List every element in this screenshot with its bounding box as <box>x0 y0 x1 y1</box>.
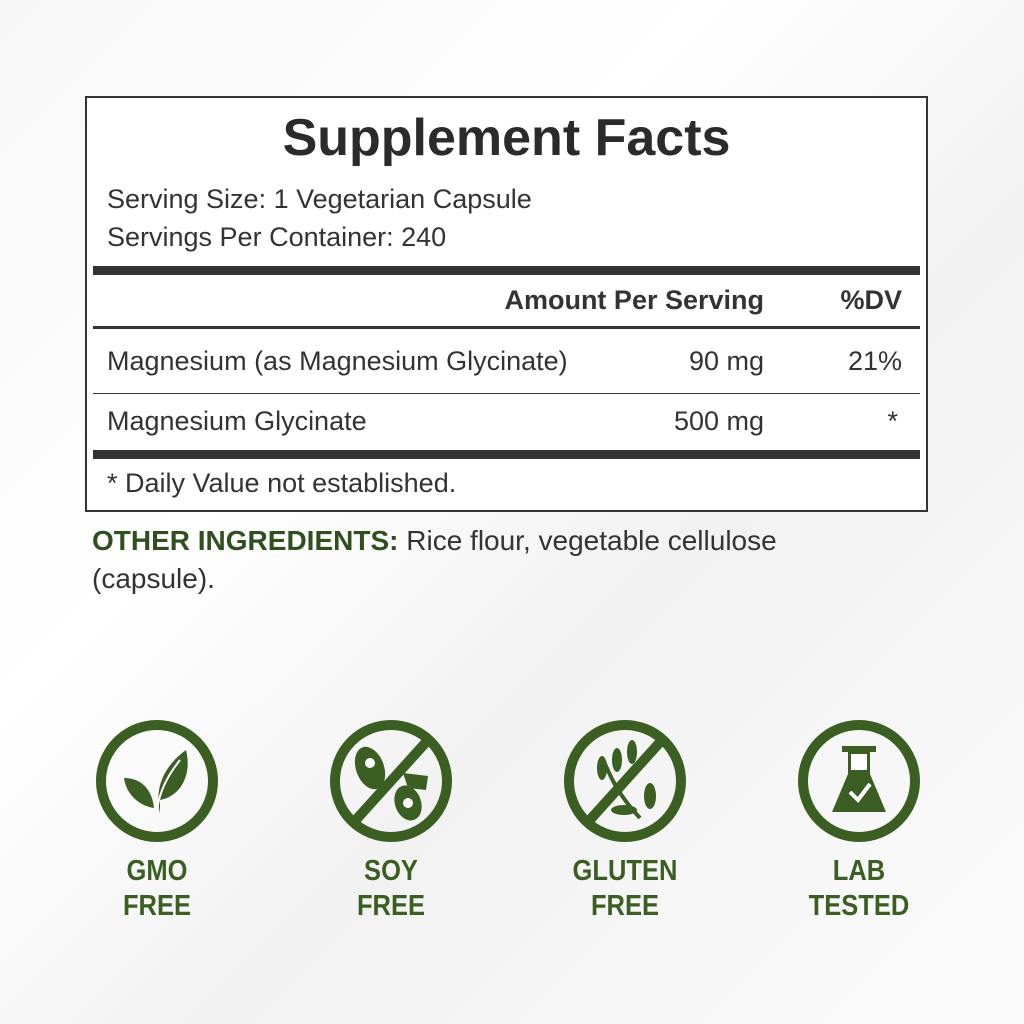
row-dv: * <box>887 406 898 436</box>
no-soy-icon <box>330 720 452 842</box>
no-wheat-icon <box>564 720 686 842</box>
other-ingredients: OTHER INGREDIENTS: Rice flour, vegetable… <box>92 522 852 598</box>
divider-medium <box>93 326 920 329</box>
badge-gluten-free: GLUTEN FREE <box>545 718 705 924</box>
other-ingredients-label: OTHER INGREDIENTS: <box>92 525 399 556</box>
supplement-facts-panel: Supplement Facts Serving Size: 1 Vegetar… <box>85 96 928 512</box>
row-name: Magnesium Glycinate <box>107 406 367 436</box>
row-amount: 500 mg <box>673 406 764 436</box>
servings-per-container: Servings Per Container: 240 <box>107 222 447 252</box>
other-ingredients-text: Rice flour, vegetable cellulose (capsule… <box>92 525 777 594</box>
badge-label: LAB TESTED <box>808 855 910 922</box>
badge-lab-tested: LAB TESTED <box>779 718 939 924</box>
badge-label: GLUTEN FREE <box>572 855 678 922</box>
header-dv: %DV <box>840 285 902 315</box>
badge-label: GMO FREE <box>122 855 192 922</box>
footnote: * Daily Value not established. <box>107 468 457 498</box>
leaf-icon <box>96 720 218 842</box>
row-dv: 21% <box>847 346 902 376</box>
divider-thin <box>93 393 920 394</box>
row-name: Magnesium (as Magnesium Glycinate) <box>107 346 568 376</box>
flask-check-icon <box>798 720 920 842</box>
panel-title: Supplement Facts <box>282 109 731 167</box>
divider-thick <box>93 450 920 459</box>
badge-label: SOY FREE <box>356 855 426 922</box>
divider-thick <box>93 266 920 275</box>
badge-soy-free: SOY FREE <box>311 718 471 924</box>
row-amount: 90 mg <box>688 346 764 376</box>
badge-gmo-free: GMO FREE <box>77 718 237 924</box>
header-amount: Amount Per Serving <box>504 285 764 315</box>
serving-size: Serving Size: 1 Vegetarian Capsule <box>107 184 532 214</box>
